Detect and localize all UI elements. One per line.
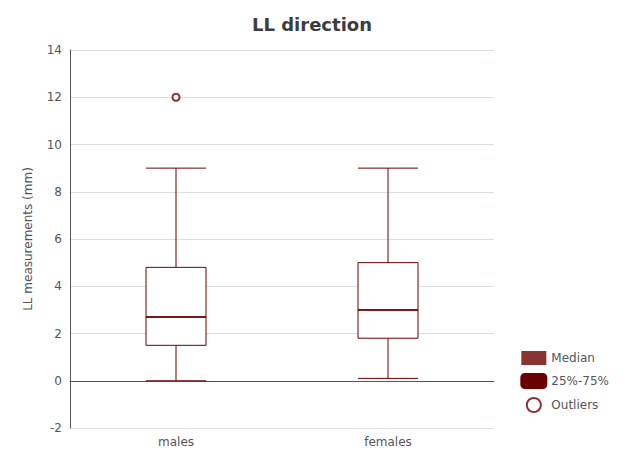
svg-text:Median: Median (551, 351, 595, 365)
svg-text:2: 2 (54, 327, 62, 341)
svg-text:4: 4 (54, 279, 62, 293)
svg-text:females: females (364, 435, 412, 449)
svg-text:10: 10 (47, 138, 62, 152)
svg-text:Outliers: Outliers (551, 398, 598, 412)
svg-text:0: 0 (54, 374, 62, 388)
svg-text:14: 14 (47, 43, 62, 57)
svg-text:8: 8 (54, 185, 62, 199)
svg-text:males: males (158, 435, 194, 449)
svg-text:LL measurements (mm): LL measurements (mm) (21, 167, 35, 311)
svg-text:25%-75%: 25%-75% (551, 374, 609, 388)
svg-text:-2: -2 (50, 421, 62, 435)
svg-text:6: 6 (54, 232, 62, 246)
svg-text:12: 12 (47, 90, 62, 104)
svg-text:LL direction: LL direction (252, 14, 372, 35)
